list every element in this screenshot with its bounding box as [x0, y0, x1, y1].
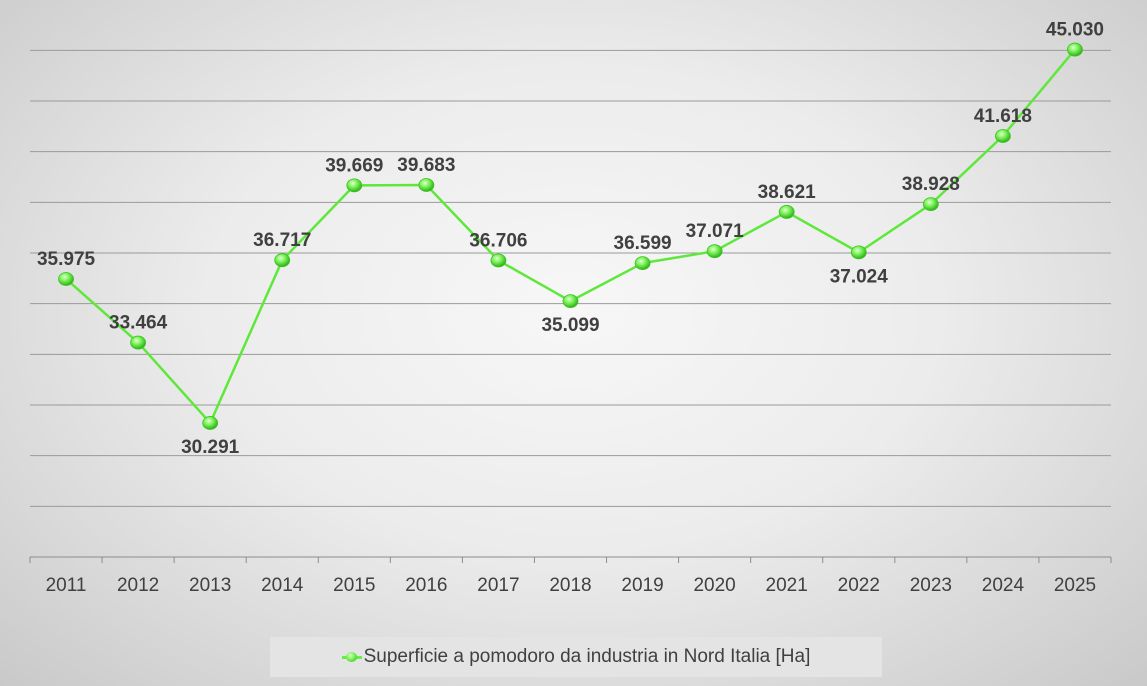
legend: Superficie a pomodoro da industria in No…	[270, 637, 882, 677]
x-tick-label: 2024	[982, 575, 1025, 596]
x-tick-label: 2017	[477, 575, 519, 596]
data-point	[130, 335, 147, 350]
data-label: 33.464	[109, 313, 168, 334]
x-tick-label: 2022	[838, 575, 880, 596]
data-label: 36.717	[253, 230, 311, 251]
x-tick-label: 2021	[766, 575, 808, 596]
data-point	[418, 178, 435, 192]
x-tick-label: 2025	[1054, 575, 1096, 596]
data-labels: 35.975 33.464 30.291 36.717 39.669 39.683 36.7…	[37, 20, 1104, 458]
data-label: 37.024	[830, 266, 889, 287]
data-label: 37.071	[686, 221, 745, 242]
data-label: 38.621	[758, 182, 817, 203]
x-tick-label: 2020	[693, 575, 735, 596]
data-point	[706, 244, 723, 259]
x-tick-label: 2014	[261, 575, 304, 596]
legend-series-label: Superficie a pomodoro da industria in No…	[363, 646, 811, 667]
series-markers	[58, 42, 1083, 430]
data-point	[202, 416, 219, 430]
data-point	[490, 253, 507, 268]
data-point	[1067, 42, 1083, 57]
data-label: 36.706	[469, 230, 527, 251]
data-label: 35.975	[37, 249, 96, 270]
data-label: 30.291	[181, 437, 240, 458]
x-tick-label: 2012	[117, 575, 159, 596]
data-point	[634, 256, 651, 271]
x-tick-label: 2016	[405, 575, 447, 596]
series-line-path	[65, 48, 1076, 425]
data-point	[346, 178, 363, 193]
x-tick-label: 2013	[189, 575, 231, 596]
series-line	[65, 48, 1076, 425]
x-tick-label: 2019	[621, 575, 663, 596]
data-point	[562, 294, 579, 309]
data-point	[58, 272, 74, 286]
data-point	[850, 245, 867, 260]
data-label: 45.030	[1046, 20, 1104, 41]
data-label: 36.599	[614, 233, 672, 254]
x-tick-label: 2018	[549, 575, 591, 596]
x-axis: 2011 2012 2013 2014 2015 2016 2017 2018 2019 2020…	[29, 556, 1112, 596]
data-point	[922, 197, 939, 212]
data-label: 39.683	[397, 155, 455, 176]
data-label: 39.669	[325, 155, 383, 176]
data-label: 35.099	[541, 315, 599, 336]
data-label: 41.618	[974, 106, 1032, 127]
x-tick-label: 2015	[333, 575, 375, 596]
data-label: 38.928	[902, 174, 960, 195]
x-tick-label: 2023	[910, 575, 952, 596]
data-point	[778, 205, 795, 219]
data-point	[995, 129, 1011, 143]
legend-marker-icon	[341, 650, 362, 664]
x-tick-label: 2011	[46, 575, 87, 596]
data-point	[274, 253, 291, 268]
